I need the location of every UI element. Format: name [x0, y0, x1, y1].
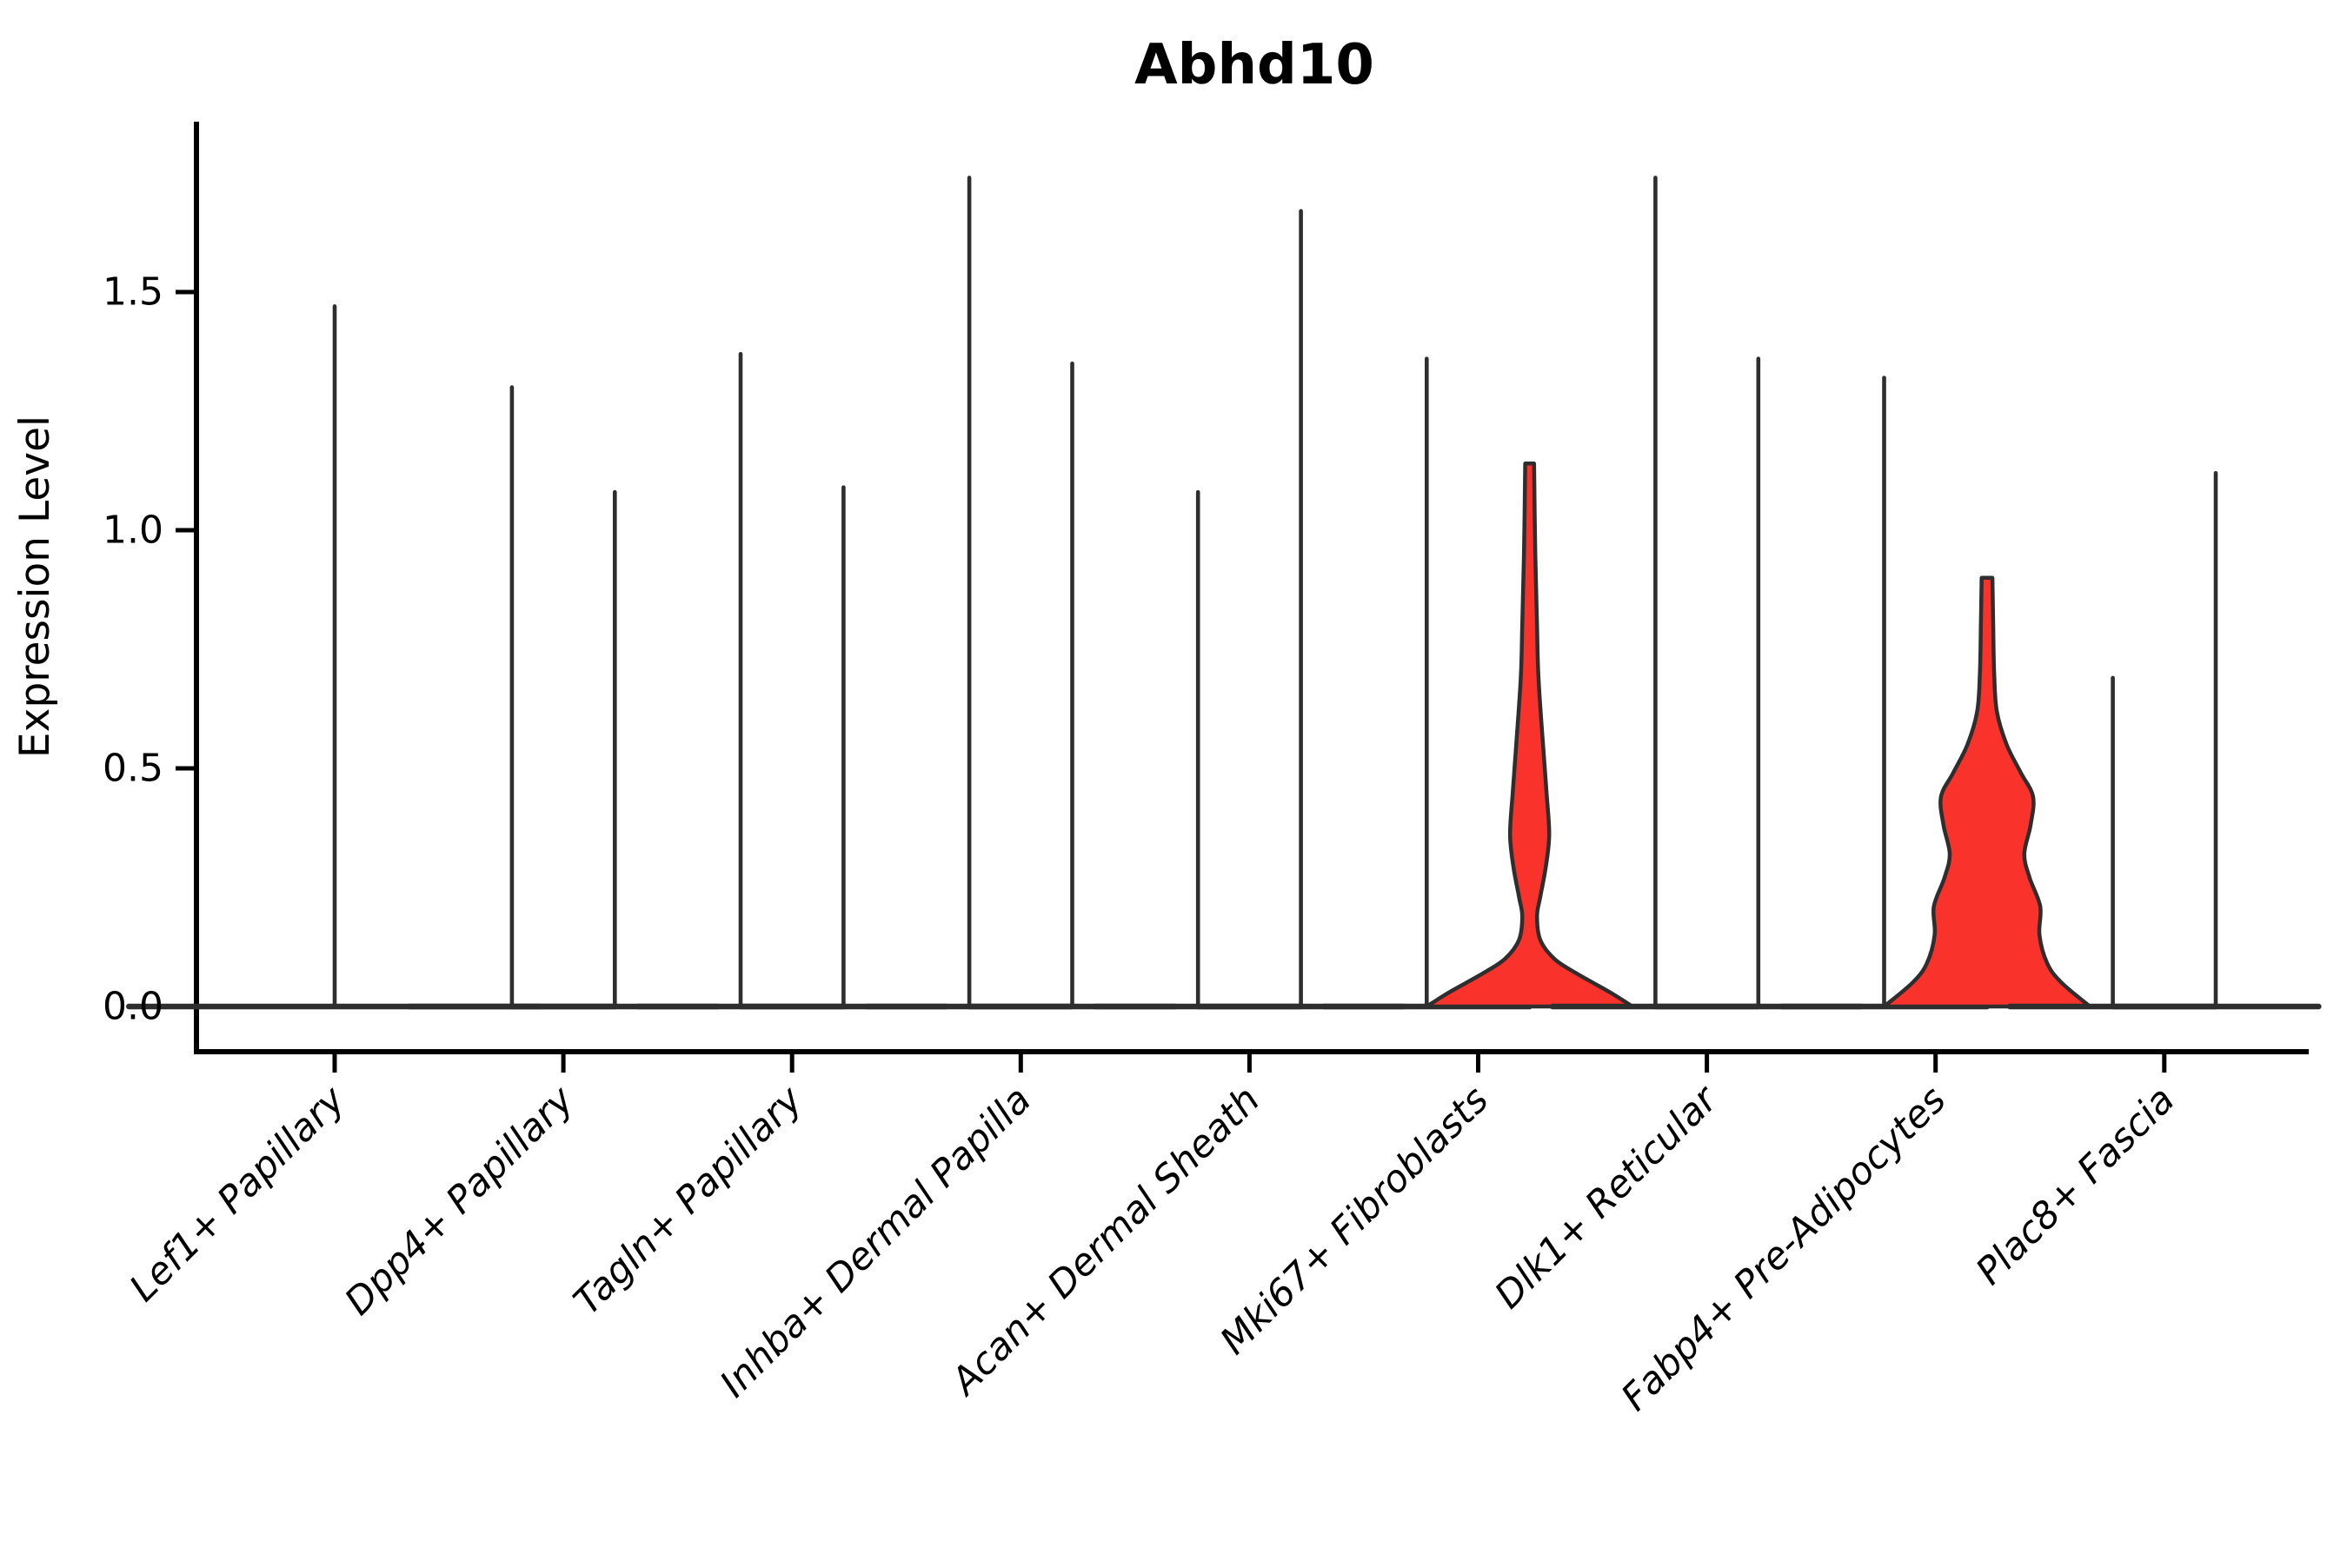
violin-shape-highlighted: [1425, 462, 1635, 1009]
x-tick-label: Tagln+ Papillary: [566, 1078, 812, 1324]
y-axis-label: Expression Level: [11, 415, 59, 758]
x-tick-label: Dpp4+ Papillary: [336, 1078, 582, 1324]
violin-shape-highlighted: [1882, 575, 2092, 1009]
y-tick-label: 1.0: [103, 508, 163, 553]
x-tick-label: Lef1+ Papillary: [122, 1078, 354, 1310]
x-tick-label: Dlk1+ Reticular: [1486, 1077, 1727, 1318]
axes-group: [176, 122, 2309, 1073]
y-tick-label: 1.5: [103, 270, 163, 315]
violins-group: [125, 176, 2322, 1010]
chart-title: Abhd10: [1134, 33, 1374, 97]
y-tick-label: 0.0: [103, 985, 163, 1029]
y-tick-label: 0.5: [103, 747, 163, 791]
x-tick-label: Plac8+ Fascia: [1968, 1078, 2184, 1293]
